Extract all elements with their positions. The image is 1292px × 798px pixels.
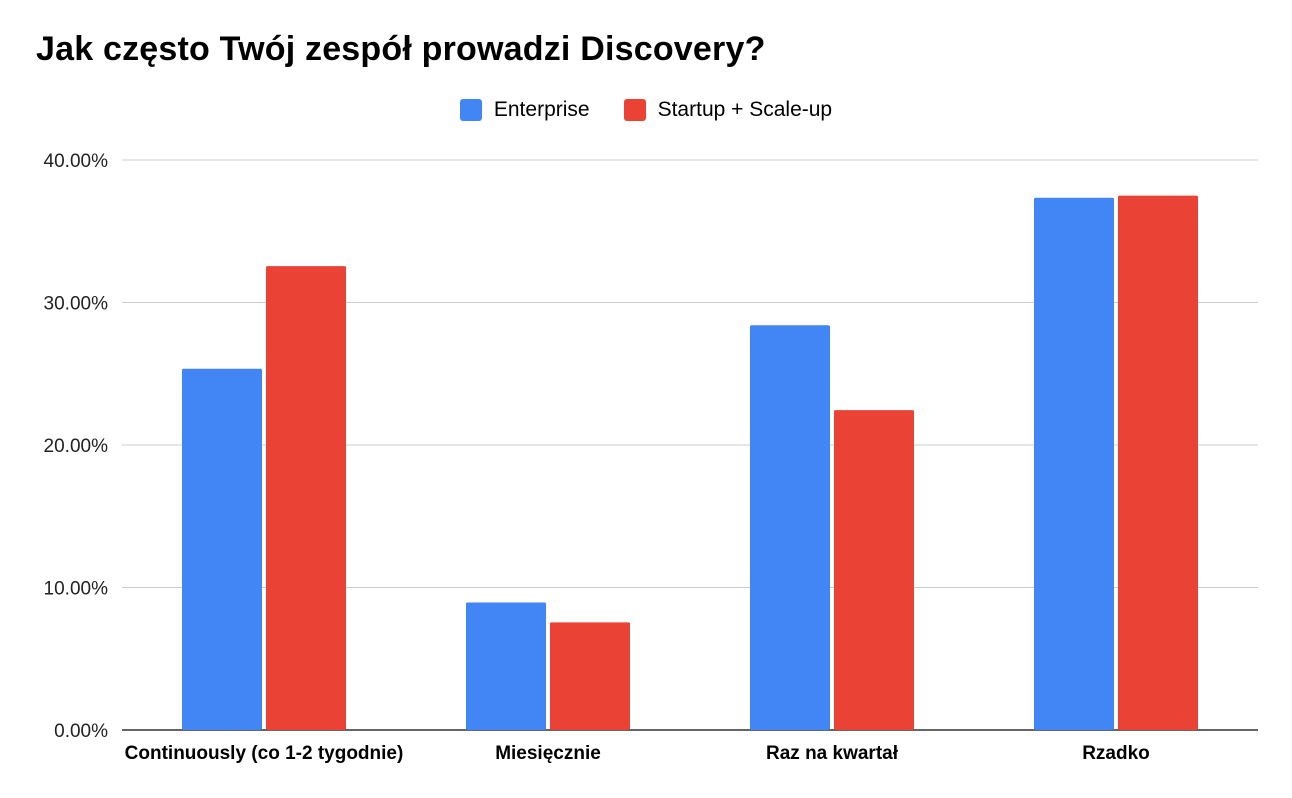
- legend-item-enterprise[interactable]: Enterprise: [459, 98, 590, 122]
- legend-swatch-enterprise: [459, 99, 482, 121]
- x-category-label: Miesięcznie: [495, 743, 601, 764]
- legend-label-startup: Startup + Scale-up: [657, 98, 833, 121]
- legend-swatch-startup: [623, 99, 646, 121]
- bar-startup: [550, 622, 630, 730]
- y-tick-label: 30.00%: [44, 294, 109, 315]
- y-tick-label: 40.00%: [44, 151, 109, 172]
- y-tick-label: 0.00%: [54, 721, 108, 742]
- bar-startup: [1118, 195, 1198, 730]
- y-tick-label: 10.00%: [44, 579, 109, 600]
- legend: Enterprise Startup + Scale-up: [0, 98, 1292, 122]
- x-category-label: Continuously (co 1-2 tygodnie): [125, 743, 404, 764]
- legend-item-startup[interactable]: Startup + Scale-up: [623, 98, 833, 122]
- x-category-label: Rzadko: [1082, 743, 1150, 764]
- bar-enterprise: [750, 325, 830, 730]
- y-tick-label: 20.00%: [44, 436, 109, 457]
- x-category-label: Raz na kwartał: [766, 743, 899, 764]
- bar-startup: [834, 410, 914, 730]
- chart-title: Jak często Twój zespół prowadzi Discover…: [36, 30, 766, 68]
- legend-label-enterprise: Enterprise: [493, 98, 590, 121]
- bar-startup: [266, 266, 346, 730]
- bar-enterprise: [182, 368, 262, 730]
- bar-enterprise: [466, 602, 546, 730]
- bar-enterprise: [1034, 197, 1114, 730]
